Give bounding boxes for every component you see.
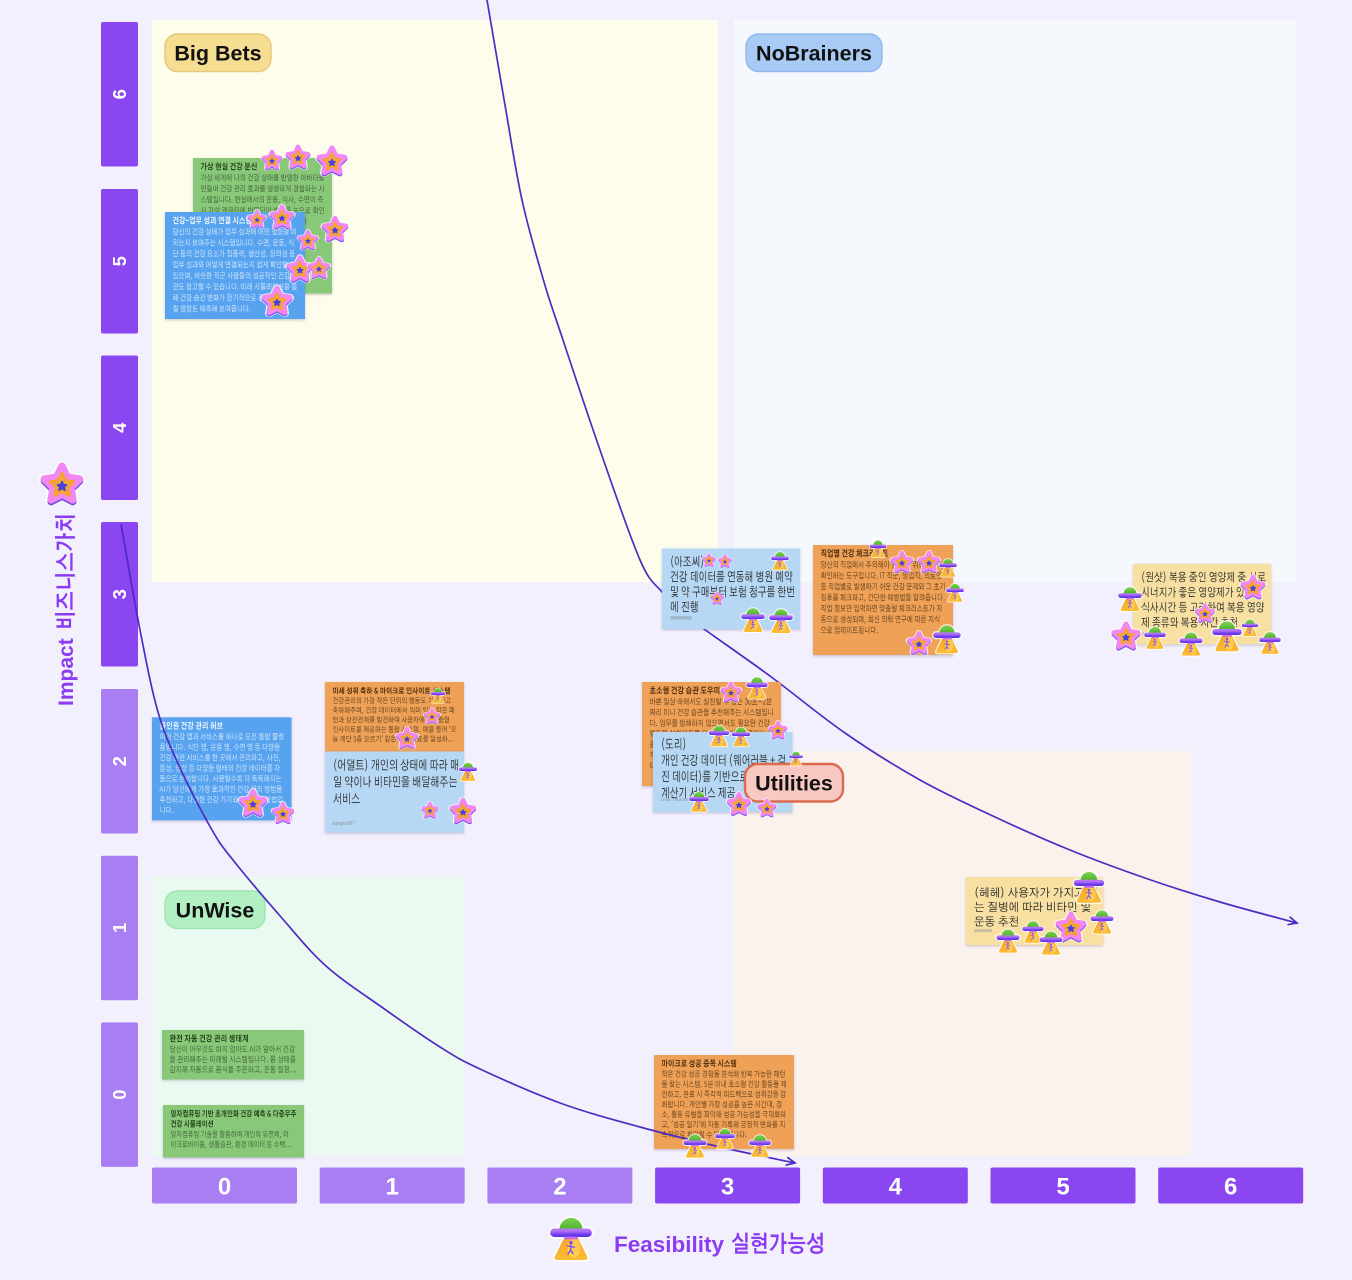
svg-text:2: 2 xyxy=(109,756,130,766)
svg-text:2: 2 xyxy=(553,1174,566,1201)
svg-text:6: 6 xyxy=(109,89,130,99)
svg-text:UnWise: UnWise xyxy=(176,898,255,922)
svg-text:4: 4 xyxy=(109,422,130,433)
svg-text:5: 5 xyxy=(109,256,130,266)
svg-text:6: 6 xyxy=(1224,1174,1237,1201)
svg-text:3: 3 xyxy=(721,1174,734,1201)
svg-text:Uma Thurman: Uma Thurman xyxy=(661,797,691,802)
svg-text:sungin007: sungin007 xyxy=(332,821,355,827)
svg-text:NoBrainers: NoBrainers xyxy=(756,41,872,65)
svg-text:Feasibility: Feasibility xyxy=(614,1232,725,1257)
svg-text:Big Bets: Big Bets xyxy=(174,41,261,65)
svg-text:0: 0 xyxy=(218,1174,231,1201)
svg-text:Utilities: Utilities xyxy=(755,771,833,795)
svg-text:4: 4 xyxy=(889,1174,903,1201)
svg-text:3: 3 xyxy=(109,589,130,599)
svg-text:5: 5 xyxy=(1056,1174,1069,1201)
svg-text:Impact: Impact xyxy=(55,638,78,706)
svg-text:1: 1 xyxy=(386,1174,399,1201)
svg-text:1: 1 xyxy=(109,923,130,933)
svg-text:0: 0 xyxy=(109,1089,130,1099)
